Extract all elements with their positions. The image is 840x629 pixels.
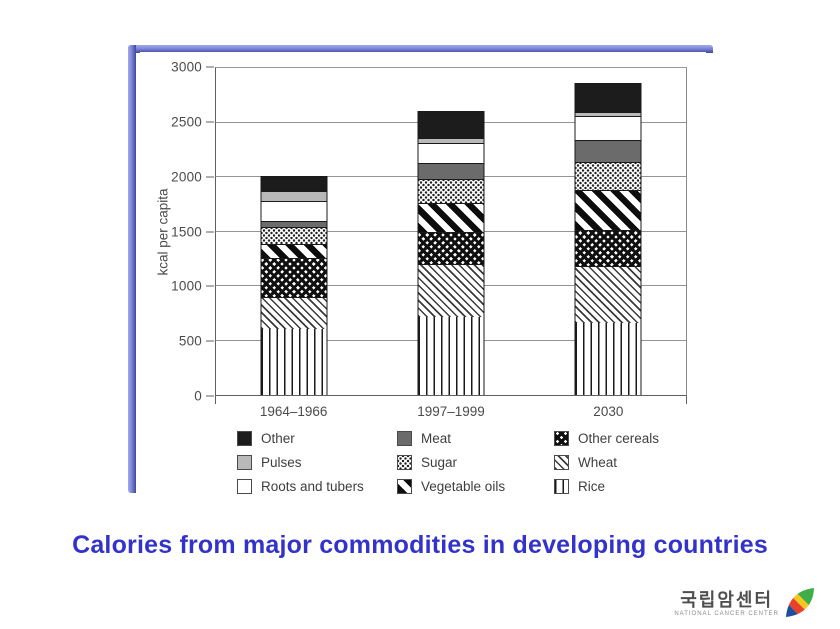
- bar-segment-vegetable-oils: [575, 190, 641, 230]
- y-tick-dash: [206, 285, 214, 287]
- legend-label: Sugar: [421, 455, 458, 470]
- slide-title: Calories from major commodities in devel…: [72, 531, 768, 559]
- bar-segment-pulses: [261, 190, 327, 202]
- bar-segment-roots-and-tubers: [261, 201, 327, 221]
- legend-item-roots-and-tubers: Roots and tubers: [237, 479, 397, 494]
- bar-segment-rice: [261, 328, 327, 395]
- stacked-bar-chart: kcal per capita 0 500 1000 1500 2000 2500 3000…: [140, 52, 706, 504]
- x-label-1997-1999: 1997–1999: [417, 404, 485, 419]
- y-tick-dash: [206, 395, 214, 397]
- legend-item-other: Other: [237, 431, 397, 446]
- bar-segment-rice: [418, 316, 484, 395]
- bar-segment-pulses: [575, 111, 641, 116]
- legend: Other Meat Other cereals Pulses Sugar Wheat Ro…: [237, 431, 659, 494]
- bar-segment-sugar: [575, 161, 641, 191]
- y-axis-ticks: 0 500 1000 1500 2000 2500 3000: [140, 60, 214, 404]
- bar-segment-vegetable-oils: [261, 244, 327, 259]
- y-tick-label: 500: [178, 333, 202, 349]
- legend-label: Other cereals: [578, 431, 660, 446]
- y-tick-dash: [206, 176, 214, 178]
- x-axis-labels: 1964–1966 1997–1999 2030: [215, 404, 687, 422]
- legend-item-vegetable-oils: Vegetable oils: [397, 479, 554, 494]
- bar-segment-other-cereals: [261, 258, 327, 297]
- ncc-logo-text: 국립암센터 NATIONAL CANCER CENTER: [674, 590, 779, 617]
- legend-item-other-cereals: Other cereals: [554, 431, 659, 446]
- legend-swatch-other: [237, 431, 252, 446]
- bar-segment-wheat: [418, 264, 484, 317]
- bar-segment-other-cereals: [418, 231, 484, 265]
- bar-2030: [574, 83, 642, 395]
- slide-border-left: [128, 45, 136, 493]
- legend-label: Pulses: [261, 455, 302, 470]
- legend-item-sugar: Sugar: [397, 455, 554, 470]
- y-tick-2000: 2000: [171, 169, 214, 184]
- bar-segment-vegetable-oils: [418, 203, 484, 232]
- bar-segment-meat: [418, 162, 484, 180]
- legend-swatch-wheat: [554, 455, 569, 470]
- legend-label: Rice: [578, 479, 606, 494]
- y-tick-2500: 2500: [171, 114, 214, 129]
- bar-segment-other: [575, 84, 641, 112]
- y-tick-label: 3000: [171, 59, 202, 75]
- bar-1997-1999: [417, 110, 485, 395]
- bar-segment-roots-and-tubers: [418, 143, 484, 163]
- y-tick-label: 2500: [171, 114, 202, 130]
- y-tick-label: 2000: [171, 169, 202, 185]
- ncc-logo-korean: 국립암센터: [680, 589, 774, 610]
- ncc-logo: 국립암센터 NATIONAL CANCER CENTER: [674, 586, 816, 620]
- bar-segment-sugar: [418, 179, 484, 204]
- slide-border-top: [128, 45, 713, 53]
- legend-swatch-pulses: [237, 455, 252, 470]
- bar-segment-rice: [575, 323, 641, 395]
- leaf-band-red: [786, 588, 814, 617]
- x-label-1964-1966: 1964–1966: [259, 404, 328, 419]
- y-tick-label: 1500: [171, 224, 202, 239]
- y-tick-500: 500: [179, 334, 214, 349]
- bar-segment-wheat: [575, 265, 641, 324]
- y-tick-dash: [206, 340, 214, 342]
- bar-segment-meat: [261, 220, 327, 228]
- plot-area: [215, 67, 687, 404]
- legend-label: Wheat: [578, 455, 618, 470]
- legend-swatch-roots-and-tubers: [237, 479, 252, 494]
- y-tick-label: 0: [194, 388, 202, 404]
- ncc-logo-english: NATIONAL CANCER CENTER: [674, 610, 779, 617]
- legend-label: Meat: [421, 431, 452, 446]
- legend-swatch-sugar: [397, 455, 412, 470]
- bar-1964-1966: [260, 176, 328, 395]
- legend-label: Other: [261, 431, 295, 446]
- legend-item-rice: Rice: [554, 479, 659, 494]
- leaf-band-green: [786, 588, 814, 617]
- bar-segment-meat: [575, 139, 641, 162]
- bar-segment-pulses: [418, 137, 484, 144]
- x-label-2030: 2030: [593, 404, 624, 419]
- legend-item-pulses: Pulses: [237, 455, 397, 470]
- y-tick-1500: 1500: [171, 224, 214, 239]
- bar-segment-other: [418, 111, 484, 138]
- legend-swatch-vegetable-oils: [397, 479, 412, 494]
- legend-item-wheat: Wheat: [554, 455, 659, 470]
- ncc-leaf-icon: [786, 588, 814, 617]
- legend-label: Roots and tubers: [261, 479, 364, 494]
- bar-segment-other-cereals: [575, 229, 641, 266]
- legend-swatch-rice: [554, 479, 569, 494]
- legend-swatch-other-cereals: [554, 431, 569, 446]
- y-tick-dash: [206, 66, 214, 68]
- legend-label: Vegetable oils: [421, 479, 506, 494]
- bar-segment-other: [261, 177, 327, 191]
- y-tick-dash: [206, 231, 214, 232]
- y-tick-0: 0: [194, 389, 214, 404]
- bar-segment-sugar: [261, 227, 327, 245]
- y-tick-1000: 1000: [171, 279, 214, 294]
- y-tick-3000: 3000: [171, 60, 214, 75]
- y-tick-label: 1000: [171, 278, 202, 294]
- y-tick-dash: [206, 121, 214, 123]
- legend-swatch-meat: [397, 431, 412, 446]
- bar-segment-wheat: [261, 296, 327, 329]
- legend-item-meat: Meat: [397, 431, 554, 446]
- bar-segment-roots-and-tubers: [575, 116, 641, 140]
